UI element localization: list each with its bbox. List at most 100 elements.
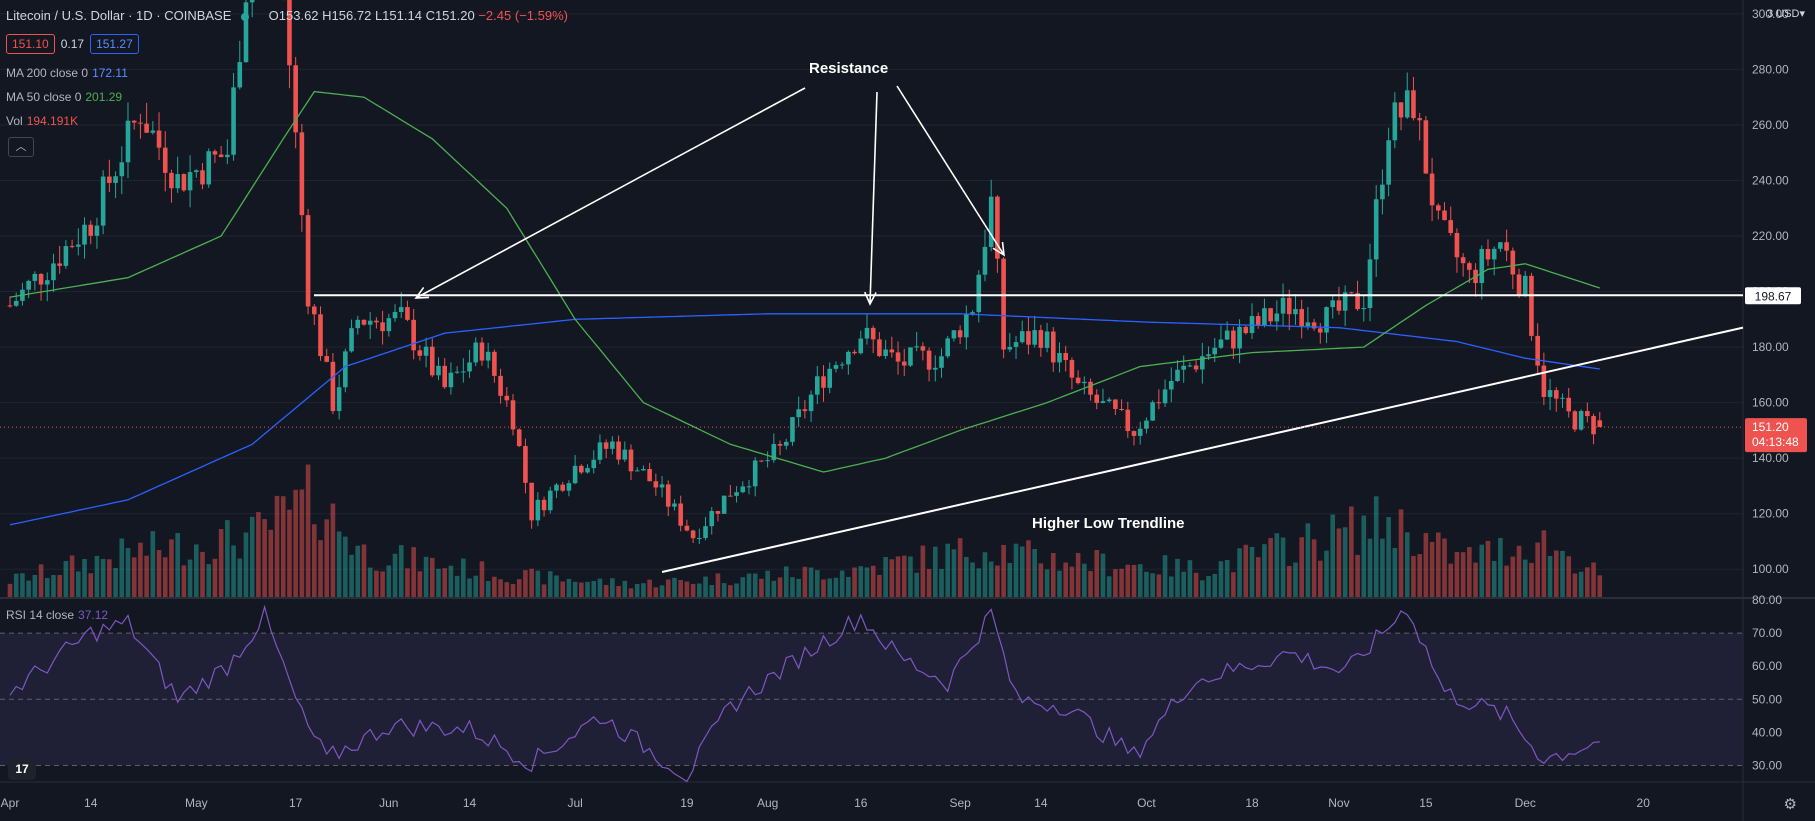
candle bbox=[939, 356, 944, 368]
price-tick-label: 300.00 bbox=[1752, 7, 1789, 21]
volume-bar bbox=[964, 556, 969, 597]
candle bbox=[1007, 346, 1013, 350]
volume-bar bbox=[1026, 540, 1031, 597]
candle bbox=[13, 300, 19, 306]
candle bbox=[895, 352, 901, 362]
candle bbox=[237, 62, 243, 88]
volume-bar bbox=[1572, 573, 1578, 597]
candle bbox=[38, 273, 44, 285]
time-tick-label: 18 bbox=[1245, 796, 1259, 810]
candle bbox=[1125, 409, 1131, 432]
rsi-tick-label: 40.00 bbox=[1752, 725, 1782, 739]
volume-bar bbox=[579, 582, 584, 597]
candle bbox=[1094, 394, 1100, 403]
arrow-head-icon bbox=[864, 291, 877, 306]
volume-bar bbox=[777, 577, 783, 597]
volume-bar bbox=[1541, 530, 1547, 597]
candle bbox=[1498, 242, 1503, 249]
candle bbox=[1063, 353, 1068, 361]
time-tick-label: 14 bbox=[1034, 796, 1048, 810]
volume-bar bbox=[386, 565, 392, 597]
candle bbox=[759, 460, 764, 462]
candle bbox=[69, 246, 75, 248]
volume-bar bbox=[1342, 527, 1348, 597]
candle bbox=[1150, 402, 1155, 421]
volume-bar bbox=[827, 578, 833, 597]
resistance-arrow bbox=[896, 85, 1005, 256]
candle bbox=[684, 525, 690, 531]
volume-bar bbox=[1417, 554, 1422, 597]
symbol-title[interactable]: Litecoin / U.S. Dollar · 1D · COINBASE bbox=[6, 8, 232, 23]
volume-bar bbox=[889, 559, 895, 597]
volume-bar bbox=[1566, 556, 1572, 597]
candle bbox=[566, 483, 572, 491]
candle bbox=[1479, 248, 1485, 284]
candle bbox=[181, 174, 187, 191]
volume-bar bbox=[765, 570, 770, 597]
candle bbox=[461, 371, 466, 373]
gear-icon[interactable]: ⚙ bbox=[1783, 796, 1797, 813]
volume-bar bbox=[1299, 537, 1304, 597]
candle bbox=[479, 342, 485, 361]
volume-bar bbox=[194, 544, 199, 597]
candle bbox=[218, 154, 224, 158]
candle bbox=[1268, 308, 1273, 322]
sell-price-button[interactable]: 151.10 bbox=[6, 34, 55, 54]
bid-ask-row: 151.10 0.17 151.27 bbox=[6, 34, 139, 54]
volume-bar bbox=[1460, 552, 1466, 597]
candle bbox=[1038, 330, 1044, 348]
last-price-label: 151.20 bbox=[1752, 420, 1789, 434]
arrow-head-icon bbox=[414, 286, 430, 299]
candle bbox=[964, 313, 969, 338]
candle bbox=[231, 87, 236, 155]
candle bbox=[107, 176, 112, 183]
time-tick-label: Jun bbox=[379, 796, 398, 810]
rsi-legend[interactable]: RSI 14 close 37.12 bbox=[6, 608, 108, 622]
ma200-legend[interactable]: MA 200 close 0 172.11 bbox=[6, 66, 128, 80]
price-tick-label: 280.00 bbox=[1752, 62, 1789, 76]
volume-bar bbox=[131, 557, 137, 597]
price-tick-label: 160.00 bbox=[1752, 396, 1789, 410]
trendline[interactable] bbox=[661, 326, 1744, 573]
volume-bar bbox=[1535, 542, 1540, 597]
volume-bar bbox=[336, 531, 342, 597]
volume-bar bbox=[1200, 580, 1205, 597]
volume-bar bbox=[1398, 509, 1404, 597]
volume-bar bbox=[1373, 496, 1379, 597]
time-tick-label: 16 bbox=[854, 796, 868, 810]
candle bbox=[1417, 118, 1422, 121]
volume-legend[interactable]: Vol 194.191K bbox=[6, 114, 78, 128]
candle bbox=[1591, 416, 1596, 435]
currency-scale-button[interactable]: 3 USD▾ bbox=[1767, 8, 1805, 20]
volume-bar bbox=[771, 580, 777, 597]
candle bbox=[51, 263, 56, 281]
candle bbox=[1522, 275, 1528, 296]
volume-bar bbox=[1591, 562, 1596, 597]
volume-bar bbox=[1063, 562, 1068, 597]
volume-bar bbox=[280, 496, 286, 597]
buy-price-button[interactable]: 151.27 bbox=[90, 34, 139, 54]
candle bbox=[846, 351, 851, 365]
volume-bar bbox=[1429, 541, 1435, 597]
tradingview-logo-icon[interactable]: 17 bbox=[8, 758, 36, 780]
candle bbox=[1224, 330, 1230, 340]
volume-bar bbox=[572, 581, 578, 597]
rsi-tick-label: 80.00 bbox=[1752, 593, 1782, 607]
volume-bar bbox=[1442, 538, 1447, 597]
candle bbox=[1131, 431, 1137, 436]
ohlc-values: O153.62 H156.72 L151.14 C151.20 −2.45 (−… bbox=[269, 8, 568, 23]
candle bbox=[1423, 120, 1429, 174]
time-tick-label: Nov bbox=[1328, 796, 1349, 810]
rsi-tick-label: 30.00 bbox=[1752, 758, 1782, 772]
volume-bar bbox=[585, 581, 590, 597]
volume-bar bbox=[560, 581, 565, 597]
volume-bar bbox=[454, 575, 460, 597]
candle bbox=[293, 65, 298, 133]
candle bbox=[790, 417, 795, 442]
candle bbox=[1572, 411, 1578, 430]
candle bbox=[492, 351, 497, 376]
ma50-legend[interactable]: MA 50 close 0 201.29 bbox=[6, 90, 122, 104]
volume-bar bbox=[734, 583, 739, 597]
chevron-up-icon[interactable]: ︿ bbox=[8, 137, 34, 157]
